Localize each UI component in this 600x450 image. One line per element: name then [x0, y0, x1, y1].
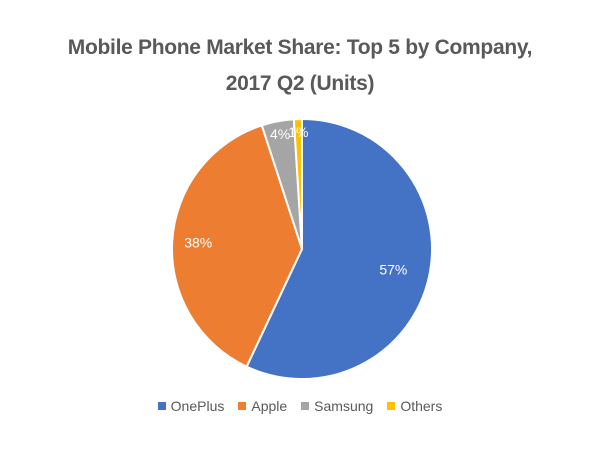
chart-title: Mobile Phone Market Share: Top 5 by Comp… — [0, 30, 600, 102]
pie-slice-oneplus — [245, 117, 433, 380]
data-label: 57% — [379, 261, 407, 277]
legend-swatch — [238, 402, 247, 410]
legend-swatch — [301, 402, 310, 410]
legend-swatch — [387, 402, 396, 410]
pie-slice-others — [292, 117, 303, 250]
data-label: 38% — [184, 234, 212, 250]
legend-item-samsung: Samsung — [301, 398, 373, 414]
legend-label: Others — [400, 398, 443, 414]
legend-swatch — [157, 402, 166, 410]
data-label: 4% — [270, 126, 290, 142]
legend-item-oneplus: OnePlus — [157, 398, 225, 414]
chart-title-line-2: 2017 Q2 (Units) — [225, 72, 375, 95]
legend: OnePlus Apple Samsung Others — [0, 398, 600, 414]
legend-label: Apple — [251, 398, 288, 414]
data-label: 1% — [288, 124, 308, 140]
pie-slice-apple — [171, 124, 304, 368]
legend-label: OnePlus — [170, 398, 225, 414]
legend-item-apple: Apple — [238, 398, 287, 414]
chart-title-line-1: Mobile Phone Market Share: Top 5 by Comp… — [67, 36, 533, 59]
legend-label: Samsung — [314, 398, 374, 414]
legend-item-others: Others — [387, 398, 442, 414]
